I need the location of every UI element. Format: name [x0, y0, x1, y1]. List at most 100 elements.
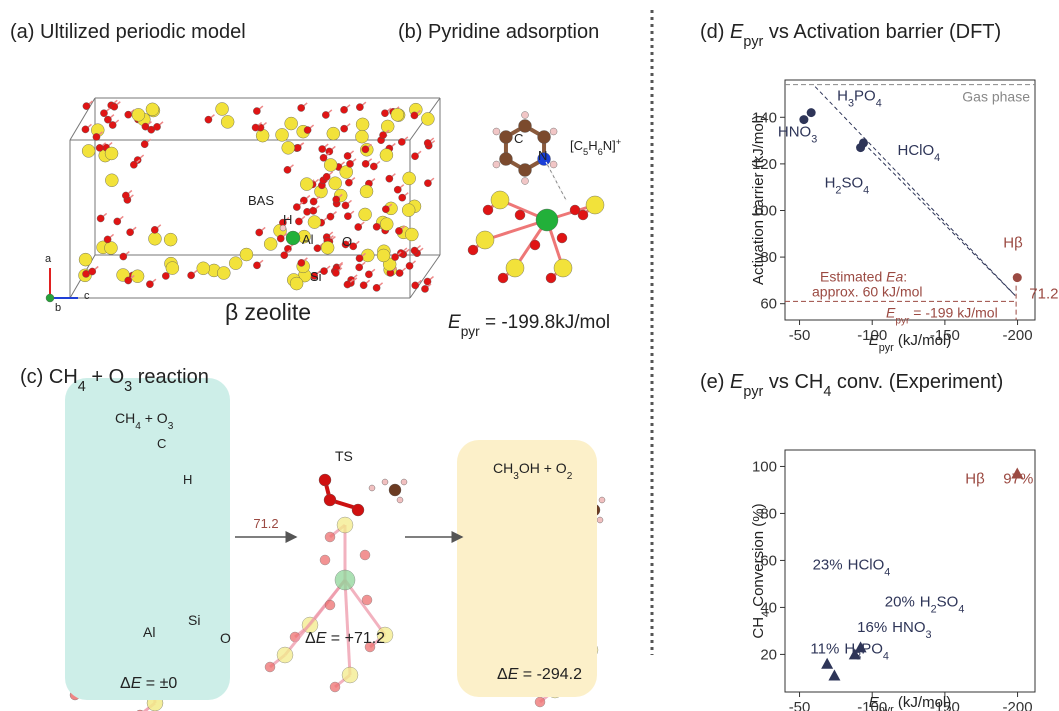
atom	[111, 103, 118, 110]
text-part: pyr	[895, 315, 910, 326]
atom-label: Al	[143, 624, 155, 640]
atom-label: H	[183, 472, 192, 487]
atom	[79, 253, 92, 266]
annotation: Gas phase	[962, 89, 1030, 105]
atom	[277, 647, 293, 663]
atom	[421, 285, 428, 292]
atom	[380, 218, 393, 231]
ion-label: [C5H6N]+	[570, 137, 621, 157]
atom	[253, 262, 260, 269]
atom	[265, 662, 275, 672]
text-part: HNO	[892, 619, 925, 636]
atom	[323, 173, 330, 180]
x-tick-label: -200	[1003, 327, 1033, 344]
chart-title: (d) Epyr vs Activation barrier (DFT)	[700, 21, 1001, 50]
text-part: OH + O	[519, 460, 567, 476]
axis-letter: b	[55, 302, 61, 314]
text-part: N]	[603, 138, 616, 153]
bond	[345, 580, 385, 635]
atom	[381, 110, 388, 117]
atom-label: O	[342, 234, 352, 249]
atom-label: C	[514, 131, 523, 146]
text-part: 4	[883, 651, 889, 663]
atom	[373, 284, 380, 291]
energy-label: ΔE = +71.2	[305, 630, 385, 647]
data-point	[821, 658, 833, 669]
atom	[356, 118, 369, 131]
caption: β zeolite	[225, 299, 311, 325]
atom	[217, 267, 230, 280]
text-part: + O	[86, 366, 124, 388]
atom	[325, 600, 335, 610]
atom	[335, 570, 355, 590]
text-part: H	[837, 88, 848, 105]
atom	[97, 215, 104, 222]
atom	[424, 139, 431, 146]
atom	[406, 262, 413, 269]
atom	[411, 112, 418, 119]
atom	[205, 116, 212, 123]
panel-title: (b) Pyridine adsorption	[398, 21, 599, 43]
text-part: H	[588, 138, 597, 153]
atom	[308, 216, 321, 229]
atom	[298, 104, 305, 111]
atom	[476, 231, 494, 249]
atom	[340, 106, 347, 113]
atom	[522, 112, 529, 119]
atom	[506, 259, 524, 277]
atom	[373, 223, 380, 230]
atom	[365, 271, 372, 278]
text-part: E	[448, 312, 461, 333]
atom	[360, 282, 367, 289]
text-part: SO	[841, 175, 863, 192]
atom	[310, 198, 317, 205]
atom	[105, 174, 118, 187]
y-tick-label: 80	[760, 505, 777, 522]
atom	[285, 117, 298, 130]
atom	[554, 259, 572, 277]
atom	[303, 208, 310, 215]
y-tick-label: 120	[752, 156, 777, 173]
atom	[411, 153, 418, 160]
atom	[412, 282, 419, 289]
axis-letter: a	[45, 253, 52, 265]
atom	[352, 504, 364, 516]
atom	[424, 180, 431, 187]
text-part: +	[616, 137, 621, 147]
y-tick-label: 40	[760, 599, 777, 616]
atom	[403, 172, 416, 185]
atom	[104, 236, 111, 243]
atom	[294, 144, 301, 151]
reactant-box	[65, 378, 230, 700]
atom	[300, 178, 313, 191]
atom	[397, 497, 403, 503]
atom	[386, 175, 393, 182]
atom	[394, 186, 401, 193]
atom	[369, 485, 375, 491]
text-part: 3	[811, 134, 817, 146]
atom	[405, 228, 418, 241]
label-name: H2SO4	[920, 593, 965, 615]
atom-label: Si	[188, 612, 200, 628]
atom	[82, 144, 95, 157]
text-part: = -294.2	[518, 666, 582, 683]
atom	[396, 269, 403, 276]
atom	[284, 166, 291, 173]
data-point	[1013, 273, 1022, 282]
atom	[83, 103, 90, 110]
x-tick-label: -50	[789, 699, 811, 711]
atom	[327, 213, 334, 220]
text-part: 4	[884, 566, 890, 578]
text-part: [C	[570, 138, 583, 153]
atom	[329, 177, 342, 190]
atom	[256, 129, 269, 142]
atom	[535, 697, 545, 707]
atom	[395, 227, 402, 234]
text-part: vs Activation barrier (DFT)	[763, 21, 1001, 43]
atom	[132, 108, 145, 121]
text-part: E	[730, 21, 744, 43]
atom	[104, 241, 117, 254]
atom	[536, 209, 558, 231]
point-label: HClO4	[897, 142, 940, 164]
text-part: (d)	[700, 21, 730, 43]
